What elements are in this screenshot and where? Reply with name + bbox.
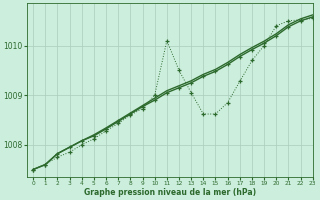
X-axis label: Graphe pression niveau de la mer (hPa): Graphe pression niveau de la mer (hPa) [84, 188, 256, 197]
